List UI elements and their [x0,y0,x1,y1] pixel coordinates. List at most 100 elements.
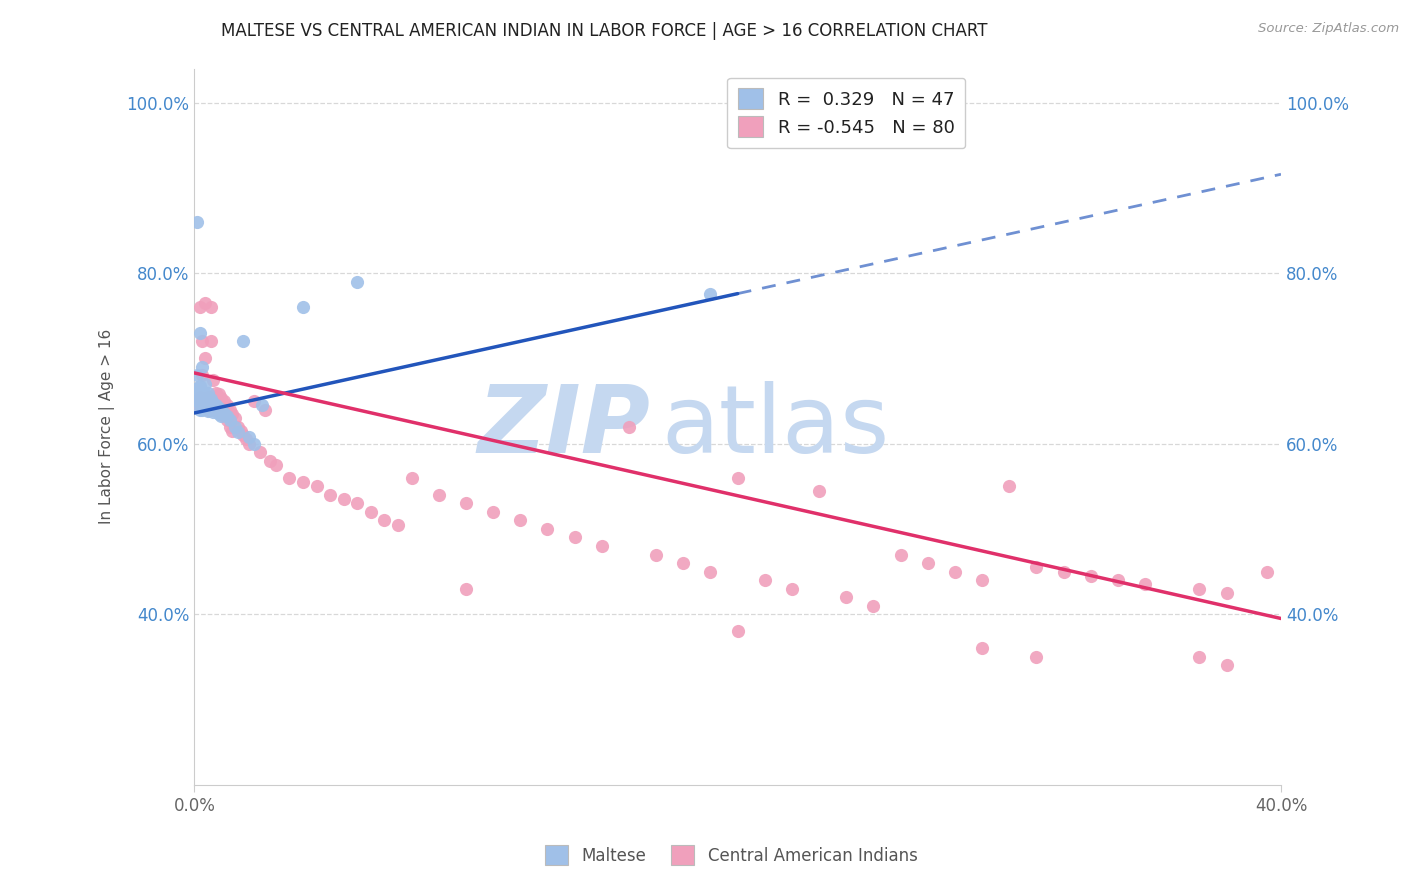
Point [188,390,211,404]
Point [264,458,287,472]
Point [211,402,233,417]
Point [191,394,214,409]
Point [208,404,231,418]
Legend: R =  0.329   N = 47, R = -0.545   N = 80: R = 0.329 N = 47, R = -0.545 N = 80 [727,78,966,148]
Point [188,391,211,405]
Point [835,590,858,604]
Point [202,373,225,387]
Point [226,419,249,434]
Point [482,505,505,519]
Point [972,641,994,656]
Point [188,326,211,340]
Point [1052,565,1074,579]
Point [591,539,613,553]
Point [1080,569,1102,583]
Point [186,385,208,400]
Point [1188,649,1211,664]
Point [536,522,558,536]
Point [699,287,721,301]
Point [727,624,749,639]
Point [224,411,246,425]
Point [218,402,240,417]
Point [208,401,231,415]
Text: ZIP: ZIP [478,381,651,473]
Point [232,334,254,349]
Point [252,398,274,412]
Point [862,599,884,613]
Point [1215,586,1237,600]
Point [197,404,219,418]
Point [191,334,214,349]
Point [238,430,260,444]
Point [200,300,222,314]
Point [197,396,219,410]
Point [917,556,939,570]
Text: Source: ZipAtlas.com: Source: ZipAtlas.com [1258,22,1399,36]
Point [186,215,208,229]
Point [215,409,238,424]
Point [278,471,301,485]
Point [200,394,222,409]
Point [186,368,208,383]
Point [194,392,217,407]
Point [218,419,240,434]
Point [188,394,211,409]
Point [617,419,640,434]
Point [1133,577,1156,591]
Point [205,385,228,400]
Point [235,433,257,447]
Point [454,496,477,510]
Point [191,398,214,412]
Point [249,445,271,459]
Point [1188,582,1211,596]
Point [212,409,235,424]
Point [215,413,238,427]
Point [221,407,243,421]
Point [998,479,1021,493]
Point [188,398,211,412]
Point [188,402,211,417]
Point [200,334,222,349]
Point [191,368,214,383]
Point [194,351,217,366]
Point [890,548,912,562]
Point [401,471,423,485]
Point [186,398,208,412]
Point [200,392,222,407]
Point [229,424,252,438]
Point [808,483,831,498]
Point [211,407,233,421]
Point [188,378,211,392]
Point [292,300,315,314]
Point [194,296,217,310]
Point [208,407,231,421]
Point [332,492,354,507]
Point [226,425,249,439]
Point [454,582,477,596]
Point [202,396,225,410]
Point [253,402,276,417]
Point [200,401,222,416]
Point [202,402,225,417]
Point [205,402,228,417]
Point [194,396,217,410]
Point [211,391,233,405]
Point [232,428,254,442]
Point [319,488,342,502]
Point [197,390,219,404]
Point [373,513,395,527]
Point [224,419,246,434]
Point [200,397,222,411]
Point [427,488,450,502]
Point [186,390,208,404]
Point [346,496,368,510]
Point [780,582,803,596]
Point [1256,565,1278,579]
Point [197,385,219,400]
Point [1215,658,1237,673]
Point [238,436,260,450]
Point [202,400,225,414]
Point [186,381,208,395]
Point [212,394,235,409]
Point [197,400,219,414]
